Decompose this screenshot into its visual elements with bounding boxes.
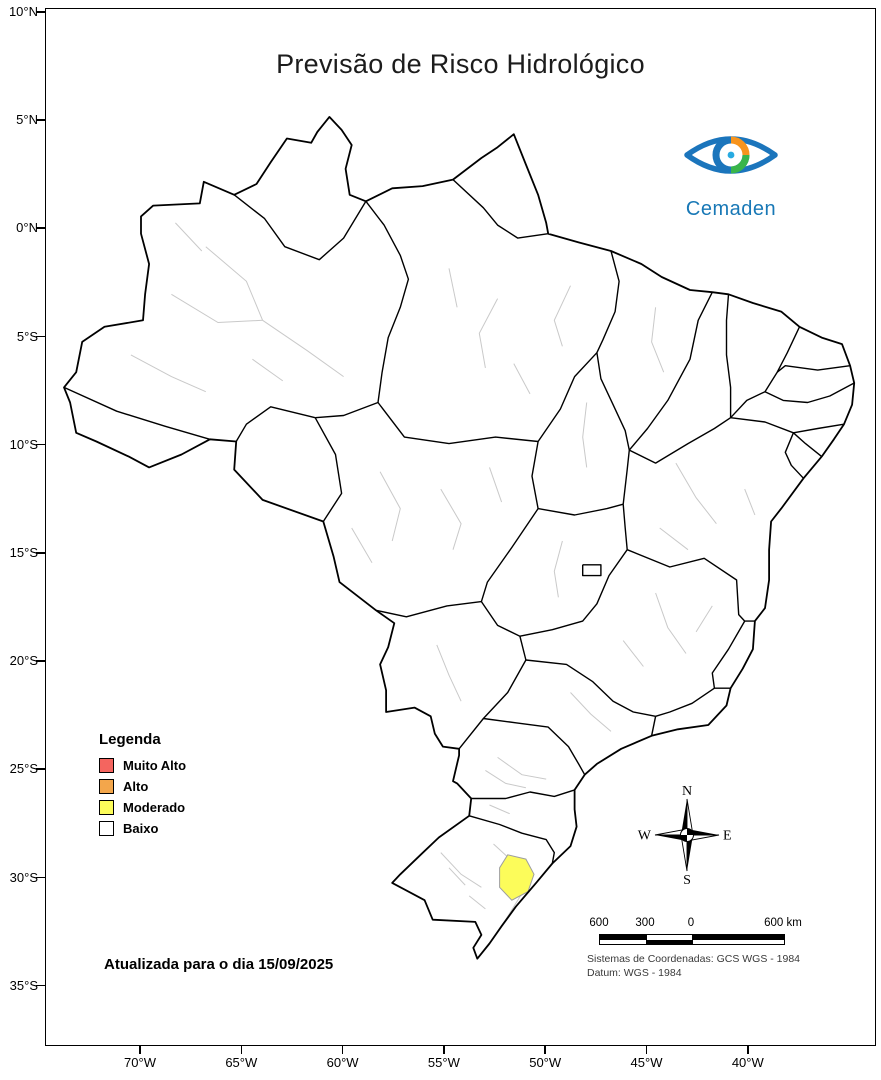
x-axis-tick-mark: [544, 1046, 546, 1054]
cemaden-eye-icon: [684, 136, 778, 174]
x-axis-tick-label: 65°W: [225, 1055, 258, 1070]
y-axis-tick-label: 5°S: [16, 328, 38, 344]
x-axis-tick-mark: [240, 1046, 243, 1054]
y-axis-tick-mark: [36, 119, 45, 121]
crs-note-line2: Datum: WGS - 1984: [587, 966, 682, 979]
scale-bar-label: 600 km: [764, 917, 802, 929]
legend-item-label: Alto: [123, 779, 149, 794]
municipal-borders: [130, 222, 756, 929]
y-axis-tick-mark: [36, 768, 45, 770]
x-axis-tick-label: 70°W: [124, 1055, 156, 1070]
x-axis-tick-label: 45°W: [630, 1055, 663, 1070]
legend-item: Moderado: [99, 800, 186, 815]
legend-items: Muito Alto Alto Moderado Baixo: [99, 758, 186, 836]
legend-item: Baixo: [99, 821, 186, 836]
state-borders: [64, 179, 855, 864]
y-axis-tick-mark: [36, 11, 45, 13]
scale-bar-label: 0: [687, 917, 695, 929]
scale-bar-segment: [692, 935, 784, 940]
cemaden-logo: Cemaden: [679, 119, 783, 221]
compass-east-label: E: [723, 829, 732, 844]
crs-note: Sistemas de Coordenadas: GCS WGS - 1984 …: [587, 953, 800, 980]
x-axis-tick-label: 55°W: [427, 1055, 460, 1070]
brazil-map: [63, 116, 856, 960]
y-axis-tick-label: 5°N: [16, 112, 38, 128]
x-axis-tick-mark: [341, 1046, 344, 1054]
x-axis-tick-mark: [645, 1046, 648, 1054]
legend-item-label: Moderado: [123, 800, 186, 815]
y-axis-tick-mark: [36, 984, 45, 987]
cemaden-logo-text: Cemaden: [685, 198, 777, 220]
compass-north-label: N: [682, 784, 692, 799]
x-axis-tick-mark: [747, 1046, 749, 1054]
scale-bar-segment: [646, 935, 692, 940]
y-axis-tick-mark: [36, 227, 45, 229]
legend: Legenda Muito Alto Alto Moderado Baixo: [99, 731, 186, 842]
y-axis-tick-label: 35°S: [9, 977, 38, 993]
scale-bar-segment: [646, 939, 692, 944]
y-axis-tick-label: 30°S: [9, 869, 38, 885]
scale-bar-label: 300: [635, 917, 655, 929]
x-axis-tick-label: 40°W: [731, 1055, 764, 1070]
legend-title: Legenda: [99, 731, 161, 748]
legend-swatch: [99, 800, 114, 815]
legend-swatch: [99, 779, 114, 794]
y-axis-tick-label: 20°S: [9, 653, 38, 669]
map-frame: Previsão de Risco Hidrológico Cemaden Le…: [45, 8, 876, 1046]
scale-bar-segment: [692, 939, 784, 944]
crs-note-line1: Sistemas de Coordenadas: GCS WGS - 1984: [587, 953, 801, 965]
compass-south-label: S: [683, 873, 691, 887]
legend-item: Muito Alto: [99, 758, 186, 773]
y-axis-tick-mark: [36, 660, 45, 662]
legend-swatch: [99, 821, 114, 836]
map-title: Previsão de Risco Hidrológico: [276, 49, 645, 79]
legend-item-label: Muito Alto: [123, 758, 187, 773]
x-axis-tick-mark: [443, 1046, 445, 1054]
y-axis-tick-label: 10°S: [9, 436, 38, 452]
legend-item-label: Baixo: [123, 821, 159, 836]
y-axis-tick-label: 10°N: [8, 4, 38, 19]
scale-bar-segment: [600, 935, 646, 940]
brazil-country-fill: [64, 116, 855, 959]
y-axis-tick-mark: [36, 443, 45, 446]
legend-swatch: [99, 758, 114, 773]
y-axis-tick-label: 15°S: [9, 545, 38, 560]
x-axis-tick-mark: [139, 1046, 141, 1054]
y-axis-tick-mark: [36, 335, 45, 338]
y-axis-tick-mark: [36, 552, 45, 554]
y-axis-tick-label: 25°S: [9, 761, 38, 777]
x-axis-tick-label: 50°W: [529, 1055, 562, 1070]
scale-bar: 600 300 0 600 km: [587, 917, 857, 951]
brazil-country-outline: [63, 116, 856, 960]
legend-item: Alto: [99, 779, 186, 794]
scale-bar-graphic: [599, 934, 785, 945]
scale-bar-segment: [600, 939, 646, 944]
update-note: Atualizada para o dia 15/09/2025: [104, 956, 334, 973]
scale-bar-divider: [646, 935, 647, 944]
scale-bar-divider: [692, 935, 693, 944]
x-axis-tick-label: 60°W: [326, 1055, 359, 1070]
y-axis-tick-label: 0°N: [16, 220, 38, 236]
compass-rose-icon: N S E W: [638, 784, 732, 887]
risk-region-moderado: [499, 854, 535, 901]
scale-bar-label: 600: [589, 917, 609, 929]
y-axis-tick-mark: [36, 876, 45, 879]
compass-west-label: W: [638, 829, 652, 844]
